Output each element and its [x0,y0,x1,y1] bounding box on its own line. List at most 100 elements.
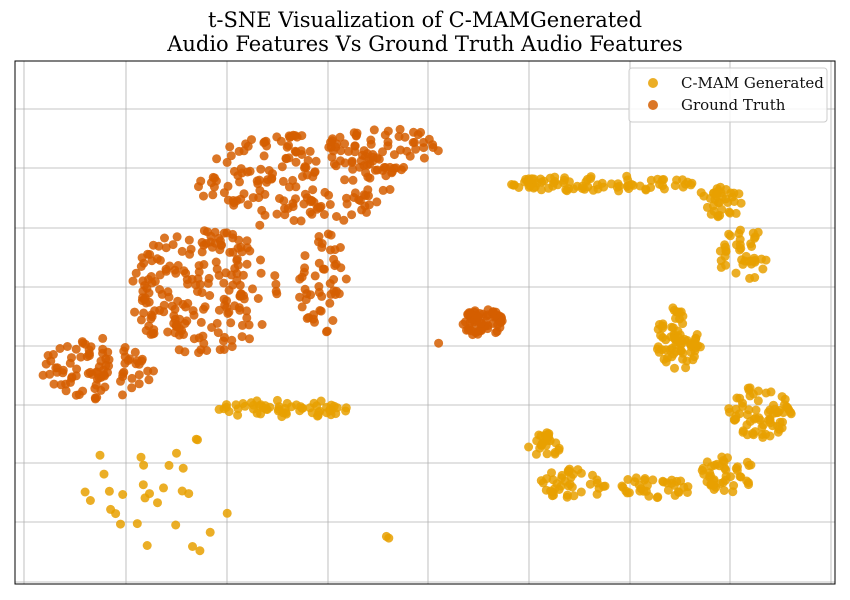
point-ground-truth [387,167,397,177]
point-c-mam-generated [765,414,775,424]
point-ground-truth [237,320,247,330]
point-ground-truth [65,377,75,387]
point-c-mam-generated [171,520,181,530]
point-ground-truth [58,368,68,378]
point-c-mam-generated [532,436,542,446]
point-c-mam-generated [715,210,725,220]
point-c-mam-generated [153,498,162,508]
legend: C-MAM Generated Ground Truth [628,67,828,123]
point-ground-truth [179,266,189,276]
point-ground-truth [237,247,247,257]
point-ground-truth [347,158,357,167]
point-ground-truth [208,190,218,200]
point-c-mam-generated [623,475,633,484]
point-c-mam-generated [341,406,351,416]
point-ground-truth [245,334,254,344]
point-ground-truth [359,146,369,156]
point-c-mam-generated [272,395,282,405]
point-ground-truth [197,288,207,298]
point-ground-truth [262,177,272,187]
point-ground-truth [77,337,87,347]
point-ground-truth [93,374,102,384]
point-c-mam-generated [305,403,315,413]
point-ground-truth [138,276,148,286]
point-c-mam-generated [665,345,675,355]
point-ground-truth [434,338,444,348]
point-c-mam-generated [639,486,649,496]
point-ground-truth [134,359,144,369]
point-ground-truth [229,166,239,176]
point-ground-truth [72,364,82,374]
point-ground-truth [130,307,140,317]
point-ground-truth [383,141,393,151]
chart-title-line-1: t-SNE Visualization of C-MAMGenerated [207,8,643,32]
point-c-mam-generated [282,398,292,408]
point-ground-truth [92,393,102,402]
point-ground-truth [473,329,483,339]
point-ground-truth [118,369,128,379]
point-ground-truth [212,154,222,164]
point-c-mam-generated [599,481,608,491]
point-ground-truth [134,370,144,380]
point-c-mam-generated [673,326,683,336]
point-c-mam-generated [749,430,758,440]
point-ground-truth [118,390,127,400]
point-c-mam-generated [524,442,534,452]
point-ground-truth [385,185,395,194]
point-c-mam-generated [543,430,553,440]
point-ground-truth [284,153,294,163]
point-ground-truth [198,331,208,341]
point-ground-truth [340,158,350,168]
point-c-mam-generated [663,485,673,495]
point-ground-truth [300,189,310,199]
point-ground-truth [255,220,265,230]
point-ground-truth [378,185,388,195]
point-c-mam-generated [640,475,650,485]
point-ground-truth [311,156,321,166]
point-ground-truth [228,280,238,290]
point-ground-truth [139,308,149,318]
point-ground-truth [463,325,473,335]
point-ground-truth [228,233,238,243]
point-ground-truth [98,344,108,354]
point-ground-truth [424,134,434,144]
point-ground-truth [199,240,209,250]
point-ground-truth [227,335,237,345]
point-c-mam-generated [706,480,716,490]
point-ground-truth [322,326,332,336]
point-ground-truth [347,210,357,220]
point-ground-truth [101,354,111,364]
point-c-mam-generated [715,246,725,256]
point-ground-truth [256,164,266,174]
point-c-mam-generated [689,352,699,362]
point-c-mam-generated [622,171,632,181]
point-ground-truth [317,242,327,252]
point-c-mam-generated [731,268,741,278]
point-ground-truth [285,132,295,142]
point-ground-truth [169,318,179,328]
point-c-mam-generated [178,463,188,473]
point-c-mam-generated [751,413,760,423]
point-ground-truth [221,268,231,278]
point-ground-truth [279,196,289,206]
point-ground-truth [189,334,199,344]
point-ground-truth [119,346,129,356]
point-c-mam-generated [670,363,679,373]
point-ground-truth [299,267,309,277]
point-ground-truth [248,284,257,294]
point-c-mam-generated [85,496,95,505]
point-ground-truth [327,152,337,162]
point-c-mam-generated [118,490,128,499]
point-ground-truth [145,250,155,259]
point-ground-truth [348,164,358,174]
point-c-mam-generated [717,452,727,462]
point-ground-truth [419,153,429,163]
point-ground-truth [242,313,252,323]
point-ground-truth [92,367,101,377]
point-ground-truth [497,316,507,326]
point-ground-truth [288,198,298,208]
point-ground-truth [71,344,81,354]
point-ground-truth [332,212,341,221]
point-ground-truth [172,232,182,242]
point-c-mam-generated [686,180,696,190]
